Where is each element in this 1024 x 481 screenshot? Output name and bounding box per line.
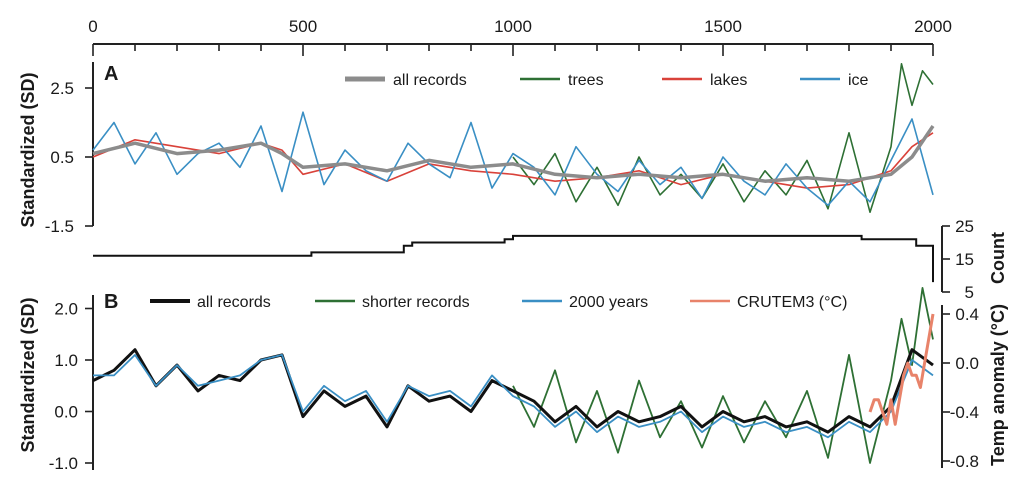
panel-a-y-tick-label: 0.5 (50, 148, 74, 167)
top-axis-tick-label: 0 (88, 17, 97, 36)
panel-b: B Standardized (SD) Temp anomaly (°C) 2.… (18, 286, 1008, 473)
series-b-2000-years (93, 353, 934, 439)
top-axis-tick-label: 1000 (494, 17, 532, 36)
temp-axis-tick-label: -0.8 (950, 452, 979, 471)
series-a-all-records (92, 125, 935, 183)
temp-anomaly-axis-label: Temp anomaly (°C) (988, 304, 1008, 466)
legend-a: all records trees lakes ice (345, 72, 869, 89)
panel-a-letter: A (104, 63, 118, 85)
count-line (93, 234, 934, 283)
panel-b-y-tick-label: 1.0 (54, 351, 78, 370)
panel-b-ylabel: Standardized (SD) (18, 297, 38, 452)
panel-b-y-tick-label: 0.0 (54, 403, 78, 422)
top-axis: 0 500 1000 1500 2000 (88, 17, 952, 56)
panel-a-ylabel: Standardized (SD) (18, 72, 38, 227)
panel-a-y-tick-label: -1.5 (45, 217, 74, 236)
series-b-shorter-records (512, 286, 934, 464)
panel-a: A Standardized (SD) Count 2.5 0.5 -1.5 25 15… (18, 62, 1008, 302)
count-axis-label: Count (988, 232, 1008, 284)
legend-a-label-trees: trees (568, 72, 604, 89)
legend-b-label-2000-years: 2000 years (569, 294, 648, 311)
panel-b-letter: B (104, 291, 118, 313)
legend-a-label-lakes: lakes (710, 72, 747, 89)
panel-a-y-tick-label: 2.5 (50, 79, 74, 98)
count-axis-tick-label: 15 (955, 250, 974, 269)
temp-axis-tick-label: 0.0 (955, 354, 979, 373)
temp-axis-tick-label: 0.4 (955, 305, 979, 324)
top-axis-tick-label: 1500 (704, 17, 742, 36)
legend-b: all records shorter records 2000 years CRUT… (150, 294, 847, 311)
series-b-all-records (92, 348, 934, 434)
legend-a-label-all-records: all records (393, 72, 467, 89)
legend-b-label-shorter-records: shorter records (362, 294, 470, 311)
legend-b-label-crutem3-c: CRUTEM3 (°C) (737, 294, 847, 311)
top-axis-tick-label: 500 (289, 17, 317, 36)
panel-b-y-tick-label: -1.0 (49, 454, 78, 473)
temp-axis-tick-label: -0.4 (950, 403, 979, 422)
count-axis-tick-label: 25 (955, 217, 974, 236)
series-a-ice (92, 111, 934, 207)
series-b-crutem3 (868, 313, 935, 426)
top-axis-tick-label: 2000 (914, 17, 952, 36)
legend-b-label-all-records: all records (197, 294, 271, 311)
count-axis-tick-label: 5 (965, 283, 974, 302)
panel-b-y-tick-label: 2.0 (54, 300, 78, 319)
legend-a-label-ice: ice (848, 72, 869, 89)
